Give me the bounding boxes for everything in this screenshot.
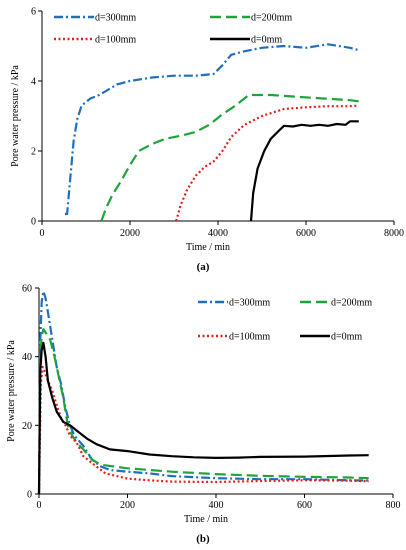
y-axis-label: Pore water pressure / kPa [6, 340, 17, 442]
x-tick-label: 6000 [296, 228, 316, 239]
x-tick-label: 200 [120, 500, 135, 511]
y-tick-label: 40 [22, 352, 32, 363]
chart-b [35, 287, 394, 498]
chart-a [38, 10, 395, 225]
series-line-d100 [37, 365, 369, 495]
legend-label: d=200mm [331, 298, 372, 309]
y-tick-label: 4 [31, 77, 36, 88]
series-line-d100 [175, 104, 359, 222]
series-line-d300 [37, 290, 369, 495]
legend-label: d=100mm [95, 35, 136, 46]
x-tick-label: 0 [40, 228, 45, 239]
x-axis-label: Time / min [184, 514, 228, 525]
legend-label: d=100mm [229, 332, 270, 343]
x-axis-label: Time / min [186, 242, 230, 253]
series-line-d0 [37, 341, 369, 495]
panel-label: (a) [197, 261, 210, 273]
x-tick-label: 400 [209, 500, 224, 511]
x-tick-label: 600 [297, 500, 312, 511]
legend-label: d=0mm [331, 332, 362, 343]
series-line-d0 [249, 120, 359, 222]
series-line-d200 [37, 328, 369, 495]
y-tick-label: 60 [22, 284, 32, 295]
legend-label: d=300mm [95, 13, 136, 24]
x-tick-label: 4000 [208, 228, 228, 239]
x-tick-label: 0 [37, 500, 42, 511]
legend-label: d=0mm [251, 35, 282, 46]
series-line-d300 [64, 43, 360, 216]
legend-label: d=200mm [251, 13, 292, 24]
y-tick-label: 0 [31, 217, 36, 228]
y-tick-label: 0 [27, 490, 32, 501]
x-tick-label: 800 [386, 500, 401, 511]
x-tick-label: 2000 [120, 228, 140, 239]
y-axis-label: Pore water pressure / kPa [10, 65, 21, 167]
y-tick-label: 2 [31, 147, 36, 158]
x-tick-label: 8000 [384, 228, 404, 239]
y-tick-label: 20 [22, 421, 32, 432]
series-line-d200 [100, 93, 359, 222]
y-tick-label: 6 [31, 7, 36, 18]
panel-label: (b) [196, 533, 210, 545]
legend-label: d=300mm [229, 298, 270, 309]
